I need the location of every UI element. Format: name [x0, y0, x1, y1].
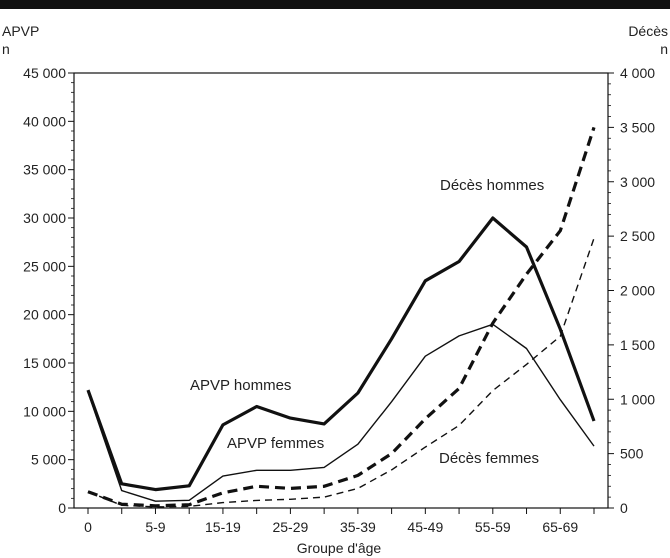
x-tick-label: 65-69: [542, 519, 578, 535]
top-rule: [0, 0, 670, 9]
right-tick-label: 2 000: [620, 283, 655, 299]
left-tick-label: 15 000: [23, 355, 66, 371]
series-line-d-c-s-femmes: [87, 238, 595, 508]
left-tick-label: 20 000: [23, 307, 66, 323]
x-tick-label: 5-9: [145, 519, 165, 535]
left-tick-label: 45 000: [23, 65, 66, 81]
left-tick-label: 40 000: [23, 113, 66, 129]
x-tick-label: 0: [84, 519, 92, 535]
left-axis-unit: n: [2, 41, 10, 57]
series-line-d-c-s-hommes: [87, 126, 596, 508]
right-tick-label: 1 500: [620, 337, 655, 353]
left-tick-label: 30 000: [23, 210, 66, 226]
series-line-apvp-femmes: [87, 323, 595, 502]
right-tick-label: 0: [620, 500, 628, 516]
tick-layer: 0 5 000 10 000 15 000 20 000 25 000 30 000 35 0…: [23, 65, 655, 535]
right-tick-label: 3 000: [620, 174, 655, 190]
series-annotation: APVP femmes: [227, 435, 324, 452]
right-tick-label: 3 500: [620, 119, 655, 135]
left-tick-label: 35 000: [23, 162, 66, 178]
x-tick-label: 15-19: [205, 519, 241, 535]
x-tick-label: 25-29: [272, 519, 308, 535]
right-tick-label: 500: [620, 446, 644, 462]
right-axis-title: Décès: [628, 23, 668, 39]
left-tick-label: 0: [58, 500, 66, 516]
x-axis-title: Groupe d'âge: [297, 540, 382, 556]
x-tick-label: 45-49: [407, 519, 443, 535]
series-annotation: Décès femmes: [439, 450, 539, 467]
left-tick-label: 25 000: [23, 258, 66, 274]
series-annotation: APVP hommes: [190, 377, 291, 394]
x-tick-label: 35-39: [340, 519, 376, 535]
annotation-layer: APVP hommes APVP femmes Décès hommes Décès …: [190, 177, 544, 467]
plot-frame: [73, 72, 609, 509]
x-tick-label: 55-59: [475, 519, 511, 535]
series-layer: [86, 126, 596, 508]
left-tick-label: 10 000: [23, 403, 66, 419]
right-tick-label: 1 000: [620, 391, 655, 407]
left-axis-title: APVP: [2, 23, 39, 39]
right-axis-unit: n: [660, 41, 668, 57]
right-tick-label: 2 500: [620, 228, 655, 244]
left-tick-label: 5 000: [31, 452, 66, 468]
right-tick-label: 4 000: [620, 65, 655, 81]
series-line-apvp-hommes: [86, 216, 596, 492]
series-annotation: Décès hommes: [440, 177, 544, 194]
